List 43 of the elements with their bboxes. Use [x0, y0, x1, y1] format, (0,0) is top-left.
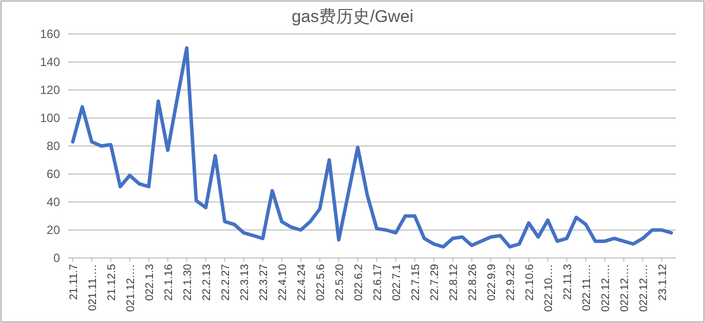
line-series [71, 46, 673, 249]
x-tick-label: 022.5.6 [314, 264, 327, 301]
x-tick-label: 022.12.… [638, 264, 650, 312]
chart-title: gas费历史/Gwei [292, 7, 414, 26]
y-tick-label: 20 [46, 223, 60, 237]
x-tick-label: 021.11.… [86, 264, 99, 311]
x-tick-label: 22.2.27 [220, 264, 232, 301]
x-tick-label: 22.6.17 [372, 264, 384, 301]
x-tick-label: 22.10.6 [524, 264, 536, 301]
x-tick-label: 022.6.2 [352, 264, 365, 301]
x-tick-label: 22.7.29 [428, 264, 441, 301]
x-tick-label: 22.8.26 [466, 264, 479, 301]
y-tick-label: 40 [46, 195, 60, 209]
x-tick-label: 22.1.16 [162, 264, 175, 301]
x-tick-label: 022.12.… [600, 264, 612, 312]
x-tick-label: 21.11.7 [68, 264, 80, 300]
x-tick-label: 022.7.1 [390, 264, 403, 301]
x-tick-label: 021.12.… [124, 264, 137, 312]
y-tick-label: 160 [40, 27, 60, 41]
x-tick-label: 22.3.13 [238, 264, 251, 301]
y-tick-label: 140 [40, 55, 60, 69]
x-tick-label: 022.9.9 [486, 264, 498, 301]
x-tick-label: 22.2.13 [200, 264, 213, 301]
x-tick-label: 22.7.15 [410, 264, 422, 301]
x-tick-label: 22.11.3 [562, 264, 574, 300]
y-tick-label: 0 [53, 251, 60, 265]
x-tick-label: 022.1.3 [144, 264, 156, 301]
x-tick-label: 22.8.12 [448, 264, 460, 301]
y-tick-label: 120 [40, 83, 60, 97]
x-tick-label: 022.11.… [580, 264, 593, 311]
x-tick-label: 22.5.20 [334, 264, 346, 301]
x-tick-label: 23.1.12 [656, 264, 669, 301]
y-tick-label: 100 [40, 111, 60, 125]
x-tick-label: 22.4.24 [296, 264, 308, 301]
x-tick-label: 22.3.27 [258, 264, 270, 301]
x-tick-label: 22.9.22 [504, 264, 517, 301]
y-tick-label: 60 [46, 167, 60, 181]
x-tick-label: 22.1.30 [182, 264, 194, 301]
x-tick-label: 21.12.5 [106, 264, 118, 301]
x-tick-label: 22.4.10 [276, 264, 289, 301]
y-tick-label: 80 [46, 139, 60, 153]
x-tick-label: 022.12.… [618, 264, 631, 312]
x-tick-label: 022.10.… [542, 264, 555, 312]
